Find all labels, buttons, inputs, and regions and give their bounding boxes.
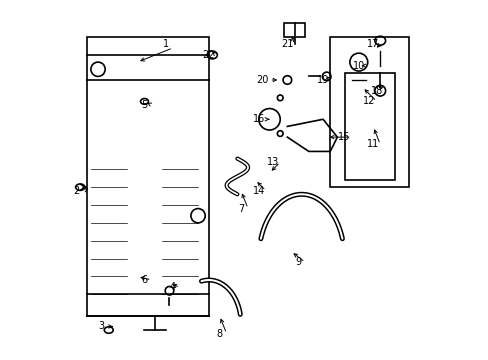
Text: 6: 6 [141,275,147,285]
Bar [87,37,208,316]
Text: 15: 15 [338,132,350,142]
Text: 5: 5 [141,100,147,110]
Text: 10: 10 [352,61,364,71]
Text: 2: 2 [73,186,80,196]
Text: 4: 4 [170,282,176,292]
Text: 17: 17 [366,39,379,49]
Text: 16: 16 [252,114,264,124]
Text: 3: 3 [99,321,104,332]
Bar [283,23,305,37]
Text: 11: 11 [366,139,379,149]
Text: 1: 1 [163,39,169,49]
Text: 7: 7 [237,203,244,213]
Bar [329,37,408,187]
Text: 22: 22 [202,50,215,60]
Text: 19: 19 [316,75,328,85]
Text: 21: 21 [281,39,293,49]
Text: 12: 12 [363,96,375,107]
Text: 18: 18 [370,86,382,96]
Bar [344,73,394,180]
Text: 9: 9 [294,257,301,267]
Text: 13: 13 [266,157,279,167]
Text: 14: 14 [252,186,264,196]
Text: 8: 8 [216,329,222,339]
Text: 20: 20 [256,75,268,85]
